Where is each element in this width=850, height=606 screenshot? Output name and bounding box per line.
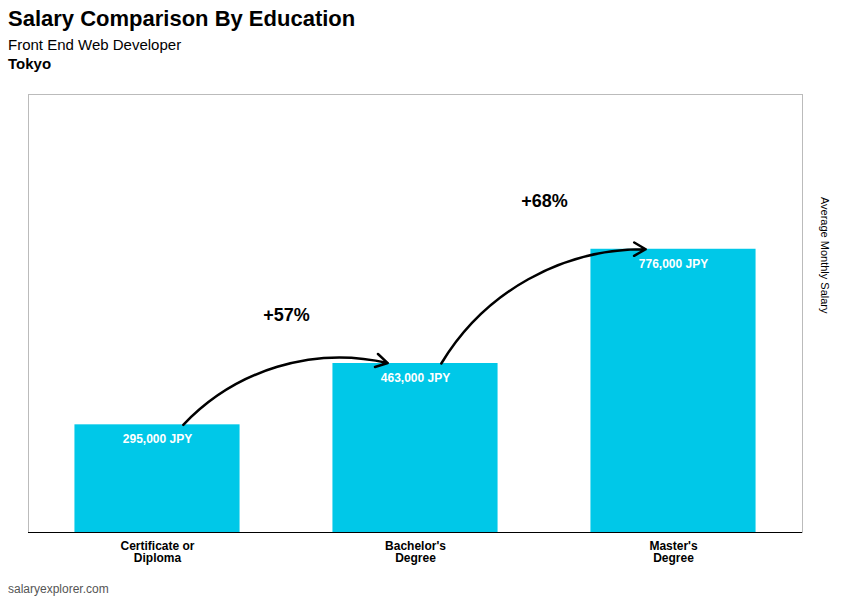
html-text:Salary Comparison By Education: Salary Comparison By Education bbox=[8, 6, 356, 31]
svg-text:Average Monthly Salary: Average Monthly Salary bbox=[819, 197, 831, 314]
svg-text:+68%: +68% bbox=[521, 191, 568, 211]
html-text:Tokyo: Tokyo bbox=[8, 55, 52, 72]
svg-text:Bachelor'sDegree: Bachelor'sDegree bbox=[385, 539, 446, 565]
html-text:Front End Web Developer: Front End Web Developer bbox=[8, 36, 182, 53]
svg-text:Master'sDegree: Master'sDegree bbox=[649, 539, 698, 565]
svg-text:463,000 JPY: 463,000 JPY bbox=[381, 371, 450, 385]
svg-text:295,000 JPY: 295,000 JPY bbox=[123, 432, 192, 446]
html-text:salaryexplorer.com: salaryexplorer.com bbox=[8, 582, 109, 596]
svg-text:Certificate orDiploma: Certificate orDiploma bbox=[120, 539, 194, 565]
svg-text:+57%: +57% bbox=[263, 305, 310, 325]
svg-text:776,000 JPY: 776,000 JPY bbox=[639, 257, 708, 271]
